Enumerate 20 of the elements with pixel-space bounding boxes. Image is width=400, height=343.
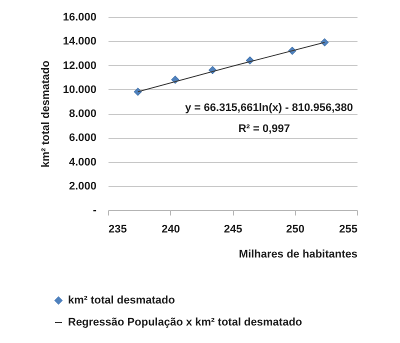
- legend-label: km² total desmatado: [68, 294, 176, 306]
- y-axis-title: km² total desmatado: [40, 60, 52, 168]
- y-tick-label: 14.000: [62, 36, 96, 48]
- y-tick-label: 2.000: [68, 180, 96, 192]
- x-tick-label: 235: [108, 224, 127, 236]
- y-tick-label: 6.000: [68, 132, 96, 144]
- y-tick-label: 8.000: [68, 108, 96, 120]
- y-tick-label: -: [92, 204, 97, 216]
- y-tick-label: 16.000: [62, 12, 96, 24]
- x-tick-label: 240: [162, 224, 180, 236]
- annotation: R² = 0,997: [238, 123, 290, 135]
- x-tick-label: 250: [286, 224, 304, 236]
- x-axis-title: Milhares de habitantes: [238, 248, 358, 260]
- x-tick-label: 255: [339, 224, 358, 236]
- legend-label: Regressão População x km² total desmatado: [68, 316, 302, 328]
- y-tick-label: 10.000: [62, 84, 96, 96]
- annotation: y = 66.315,661ln(x) - 810.956,380: [185, 102, 353, 114]
- x-tick-label: 245: [224, 224, 242, 236]
- y-tick-label: 12.000: [62, 60, 96, 72]
- y-tick-label: 4.000: [68, 156, 96, 168]
